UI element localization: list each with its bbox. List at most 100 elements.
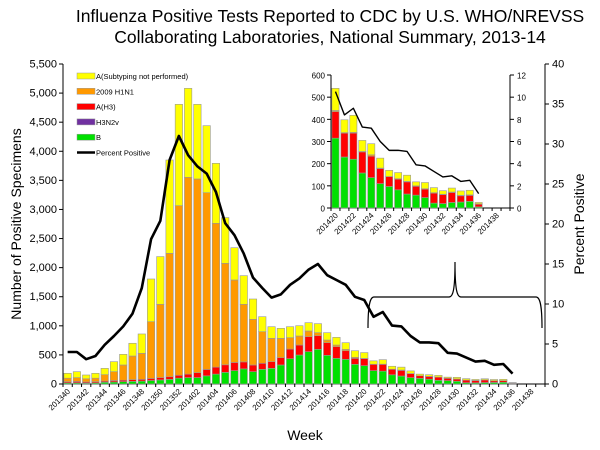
main-bar-segment — [388, 365, 397, 370]
main-bar-segment — [63, 377, 72, 382]
main-y2-tick-label: 20 — [552, 219, 564, 231]
main-bar-segment — [156, 377, 165, 381]
main-bar-segment — [137, 333, 146, 354]
inset-bar-segment — [412, 185, 420, 196]
main-bar-segment — [480, 378, 489, 381]
main-bar-segment — [443, 380, 452, 385]
inset-bar-segment — [447, 192, 456, 203]
inset-y2-tick-label: 12 — [517, 72, 526, 81]
inset-bar-segment — [456, 190, 465, 196]
main-bar-segment — [193, 104, 202, 180]
main-bar-segment — [119, 364, 128, 381]
main-bar-segment — [471, 379, 480, 381]
y2-axis-label: Percent Positive — [571, 173, 587, 274]
inset-bar-segment — [403, 174, 411, 182]
main-bar-segment — [295, 354, 304, 385]
inset-bar-segment — [367, 143, 376, 156]
main-bar-segment — [415, 373, 424, 377]
main-bar-segment — [156, 303, 165, 378]
main-bar-segment — [323, 339, 332, 343]
main-bar-segment — [378, 370, 387, 385]
inset-bar-segment — [403, 193, 411, 209]
inset-y-tick-label: 400 — [312, 116, 326, 125]
inset-y-tick-label: 300 — [312, 138, 326, 147]
main-bar-segment — [378, 364, 387, 372]
inset-bar-segment — [331, 137, 340, 209]
main-bar-segment — [221, 372, 230, 385]
inset-bar-segment — [331, 111, 340, 139]
main-y-tick-label: 2,500 — [29, 233, 57, 245]
main-bar-segment — [184, 373, 193, 378]
main-bar-segment — [239, 303, 248, 363]
main-bar-segment — [369, 364, 378, 371]
chart-title-line-2: Collaborating Laboratories, National Sum… — [114, 27, 546, 47]
main-bar-segment — [72, 371, 81, 378]
main-bar-segment — [295, 344, 304, 356]
main-bar-segment — [295, 325, 304, 337]
inset-bar-segment — [465, 195, 474, 202]
main-bar-segment — [128, 342, 137, 357]
main-y2-tick-label: 30 — [552, 139, 564, 151]
inset-bar-segment — [447, 202, 456, 209]
main-y-tick-label: 3,500 — [29, 175, 57, 187]
main-bar-segment — [202, 192, 211, 370]
main-bar-segment — [276, 357, 285, 366]
main-bar-segment — [452, 380, 461, 385]
inset-bar-segment — [474, 203, 483, 208]
main-bar-segment — [406, 370, 415, 374]
main-bar-segment — [267, 361, 276, 369]
inset-y-tick-label: 200 — [312, 160, 326, 169]
main-y-tick-label: 4,000 — [29, 146, 57, 158]
main-bar-segment — [350, 358, 359, 365]
main-bar-segment — [72, 377, 81, 382]
inset-bar-segment — [421, 197, 429, 209]
inset-y-tick-label: 500 — [312, 94, 326, 103]
inset-bar-segment — [385, 170, 394, 177]
main-bar-segment — [249, 371, 258, 385]
inset-bar-segment — [412, 181, 420, 187]
main-bar-segment — [332, 337, 341, 346]
inset-brace — [367, 261, 543, 329]
inset-bar-segment — [349, 132, 358, 160]
main-bar-segment — [323, 355, 332, 385]
main-bar-segment — [202, 369, 211, 377]
main-bar-segment — [332, 358, 341, 385]
inset-bar-segment — [358, 151, 367, 174]
main-bar-segment — [147, 278, 156, 322]
inset-bar-segment — [421, 182, 429, 190]
main-bar-segment — [249, 298, 258, 320]
main-bar-segment — [452, 378, 461, 382]
inset-bar-segment — [340, 156, 349, 209]
main-bar-segment — [193, 377, 202, 385]
inset-bar-segment — [385, 186, 394, 209]
main-bar-segment — [230, 362, 239, 371]
main-bar-segment — [119, 354, 128, 366]
main-bar-segment — [230, 247, 239, 281]
legend-label: A(H3) — [96, 103, 116, 112]
main-bar-segment — [388, 368, 397, 376]
inset-bar-segment — [394, 189, 403, 209]
main-bar-segment — [388, 374, 397, 385]
main-bar-segment — [341, 342, 350, 350]
main-bar-segment — [360, 352, 369, 359]
inset-bar-segment — [340, 132, 349, 158]
main-y-tick-label: 4,500 — [29, 117, 57, 129]
main-bar-segment — [443, 376, 452, 379]
main-bar-segment — [249, 364, 258, 372]
main-bar-segment — [128, 381, 137, 385]
main-bar-segment — [249, 319, 258, 366]
legend-label: H3N2v — [96, 118, 119, 127]
main-bar-segment — [211, 223, 220, 368]
main-bar-segment — [202, 375, 211, 385]
main-bar-segment — [230, 279, 239, 363]
main-bar-segment — [267, 338, 276, 362]
inset-bar-segment — [376, 168, 385, 184]
main-bar-segment — [239, 361, 248, 370]
main-bar-segment — [350, 350, 359, 358]
main-bar-segment — [165, 253, 174, 378]
legend-swatch — [76, 72, 96, 80]
main-bar-segment — [100, 374, 109, 382]
legend-label: A(Subtyping not performed) — [96, 72, 189, 81]
main-y2-tick-label: 5 — [552, 339, 558, 351]
main-bar-segment — [230, 370, 239, 385]
